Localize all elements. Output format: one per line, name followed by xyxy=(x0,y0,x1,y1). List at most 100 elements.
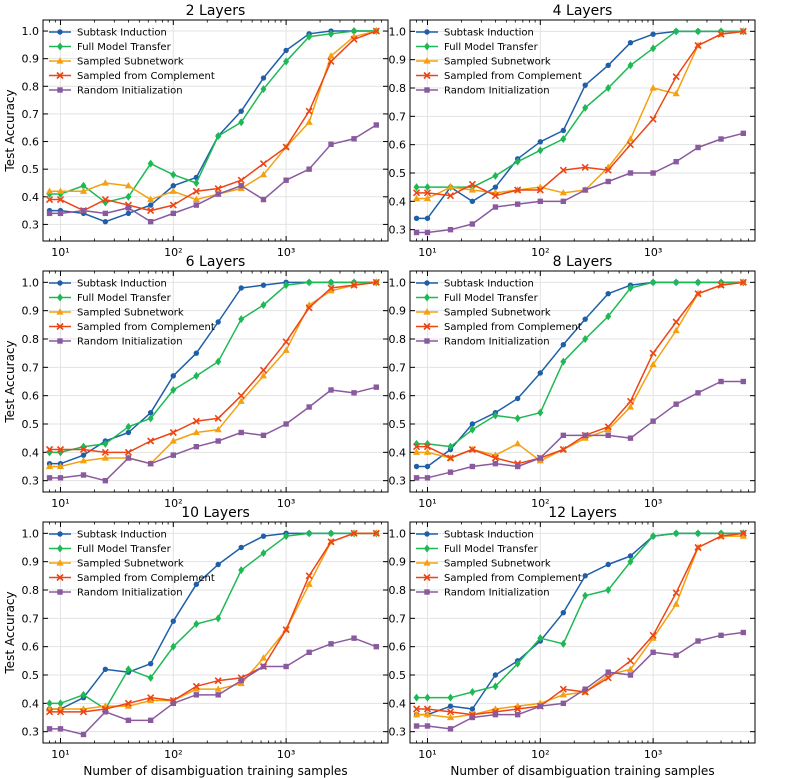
y-tick-label: 0.9 xyxy=(22,305,40,318)
legend-marker xyxy=(423,559,431,566)
data-point xyxy=(582,82,588,88)
y-axis-label: Test Accuracy xyxy=(3,340,17,423)
data-point xyxy=(514,395,521,402)
data-point xyxy=(147,409,154,416)
data-point xyxy=(328,278,335,287)
y-tick-label: 1.0 xyxy=(389,25,407,38)
data-point xyxy=(514,440,522,447)
plot-frame xyxy=(42,521,389,744)
plot-frame xyxy=(409,521,756,744)
data-point xyxy=(102,709,109,715)
data-point xyxy=(673,27,680,36)
data-point xyxy=(514,711,521,718)
data-point xyxy=(125,205,132,211)
data-point xyxy=(581,163,589,171)
data-point xyxy=(327,57,335,66)
data-point xyxy=(424,229,431,236)
legend-label: Full Model Transfer xyxy=(77,293,172,304)
data-point xyxy=(694,290,702,298)
data-point xyxy=(306,649,312,656)
data-point xyxy=(351,390,357,396)
data-point xyxy=(45,708,54,716)
data-point xyxy=(423,189,432,197)
data-point xyxy=(259,366,268,374)
data-point xyxy=(147,460,154,467)
data-point xyxy=(413,183,420,192)
data-point xyxy=(260,663,267,670)
data-point xyxy=(413,463,420,470)
data-point xyxy=(739,27,747,35)
legend-label: Random Initialization xyxy=(77,86,183,97)
legend-marker xyxy=(57,589,63,595)
series-full-model-transfer xyxy=(46,529,380,713)
legend-marker xyxy=(57,293,63,302)
series-full-model-transfer xyxy=(413,278,747,451)
data-point xyxy=(650,44,657,53)
legend-marker xyxy=(57,280,63,286)
data-point xyxy=(582,432,588,439)
data-point xyxy=(79,445,88,454)
x-axis-label: Number of disambiguation training sample… xyxy=(450,764,714,778)
data-point xyxy=(492,171,499,180)
data-point xyxy=(80,207,87,214)
data-point xyxy=(147,694,155,702)
data-point xyxy=(45,187,54,194)
data-point xyxy=(537,408,544,417)
data-point xyxy=(672,326,680,334)
data-point xyxy=(447,703,454,709)
data-point xyxy=(305,572,313,580)
legend-label: Random Initialization xyxy=(77,588,183,599)
data-point xyxy=(582,591,589,600)
data-point xyxy=(147,437,155,445)
data-point xyxy=(626,657,635,665)
legend: Subtask Induction Full Model Transfer Samp… xyxy=(49,28,215,97)
data-point xyxy=(468,445,476,454)
y-tick-label: 0.7 xyxy=(389,110,407,123)
data-point xyxy=(650,31,656,37)
legend-label: Subtask Induction xyxy=(77,530,167,541)
data-point xyxy=(169,187,177,194)
data-point xyxy=(740,130,746,137)
data-point xyxy=(238,315,245,324)
data-point xyxy=(57,726,64,732)
data-point xyxy=(283,47,289,54)
data-point xyxy=(468,186,476,193)
x-tick-label: 10¹ xyxy=(418,246,436,259)
data-point xyxy=(627,61,634,70)
data-point xyxy=(582,316,588,322)
data-point xyxy=(469,198,476,205)
data-point xyxy=(492,184,499,190)
data-point xyxy=(739,532,747,539)
data-point xyxy=(237,392,245,400)
data-point xyxy=(259,372,268,379)
data-point xyxy=(45,195,54,204)
data-point xyxy=(604,674,612,682)
y-tick-label: 0.6 xyxy=(22,390,40,403)
data-point xyxy=(673,401,679,407)
x-tick-label: 10² xyxy=(531,246,549,259)
legend-marker xyxy=(423,57,431,64)
data-point xyxy=(469,714,476,721)
y-tick-label: 0.3 xyxy=(389,726,407,739)
series-random-initialization xyxy=(413,130,746,236)
subplot-5: 10 Layers 10¹ 10² 10³ 0.3 0.4 0.5 0.6 0.7 0.8 0.9 1… xyxy=(3,505,389,778)
data-point xyxy=(170,618,176,624)
data-point xyxy=(147,218,154,225)
data-point xyxy=(604,423,612,431)
legend-marker xyxy=(56,559,64,566)
data-point xyxy=(147,717,154,724)
x-tick-label: 10² xyxy=(164,497,182,510)
data-point xyxy=(650,649,656,656)
y-tick-label: 0.6 xyxy=(389,139,407,152)
data-point xyxy=(605,290,611,297)
y-tick-label: 0.3 xyxy=(389,224,407,237)
data-point xyxy=(718,378,724,385)
data-point xyxy=(447,693,454,702)
data-point xyxy=(514,186,522,194)
data-point xyxy=(373,384,379,390)
data-point xyxy=(492,411,499,420)
data-point xyxy=(537,139,543,145)
y-axis-label: Test Accuracy xyxy=(3,591,17,674)
data-point xyxy=(649,631,657,639)
